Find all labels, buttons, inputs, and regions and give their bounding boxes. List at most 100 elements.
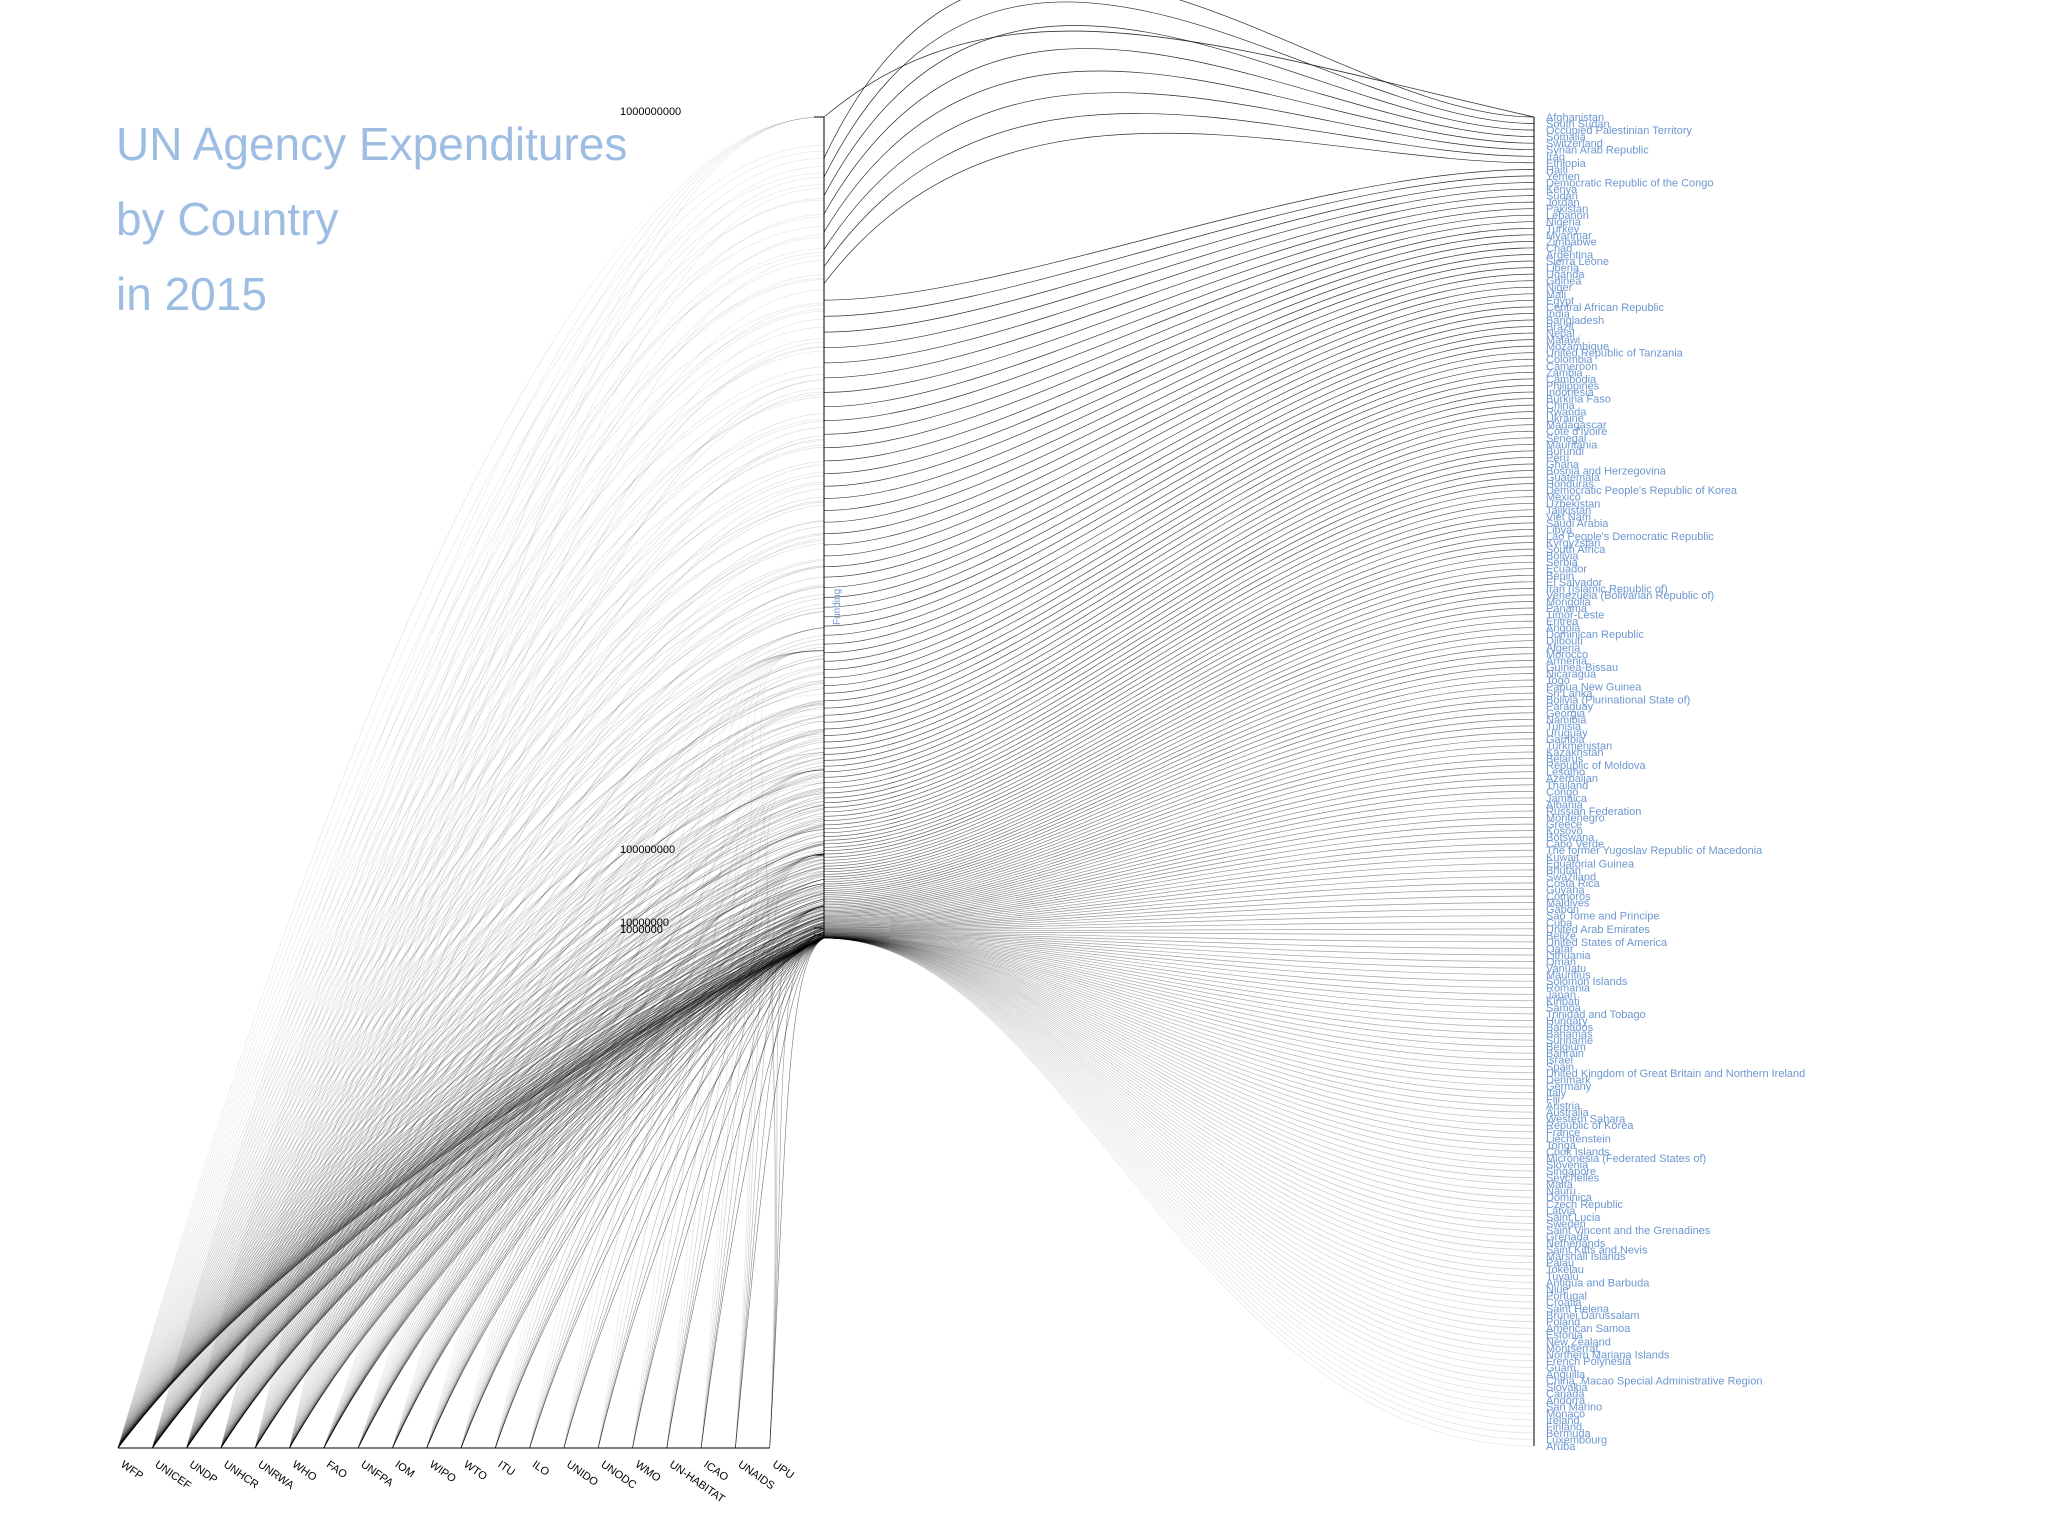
country-link (823, 371, 1535, 670)
country-label-mozambique: Mozambique (1546, 341, 1609, 353)
agency-label-unodc: UNODC (598, 1459, 638, 1492)
country-link (823, 548, 1535, 830)
country-link (823, 699, 1535, 895)
country-link (823, 705, 1535, 897)
country-link (823, 936, 1535, 1113)
country-label-slovenia: Slovenia (1546, 1160, 1589, 1172)
agency-link (152, 934, 825, 1449)
agency-link (426, 917, 825, 1449)
country-label-philippines: Philippines (1546, 380, 1600, 392)
agency-link (220, 791, 825, 1449)
agency-link (220, 534, 825, 1449)
agency-link (563, 937, 825, 1449)
country-label-croatia: Croatia (1546, 1297, 1582, 1309)
agency-link (632, 937, 825, 1449)
country-link (823, 836, 1535, 923)
country-link (823, 581, 1535, 848)
agency-link (186, 158, 825, 1449)
country-label-republic-of-moldova: Republic of Moldova (1546, 760, 1647, 772)
country-label-bosnia-and-herzegovina: Bosnia and Herzegovina (1546, 466, 1667, 478)
country-label-argentina: Argentina (1546, 250, 1594, 262)
agency-link (117, 658, 825, 1449)
country-link (823, 843, 1535, 924)
agency-link (426, 704, 825, 1449)
country-label-congo: Congo (1546, 786, 1578, 798)
agency-link (700, 769, 825, 1449)
agency-link (186, 900, 825, 1449)
agency-link (117, 787, 825, 1449)
country-link (823, 935, 1535, 1028)
agency-link (392, 694, 825, 1449)
country-label-bolivia-plurinational-state-of: Bolivia (Plurinational State of) (1546, 695, 1690, 707)
country-label-serbia: Serbia (1546, 557, 1579, 569)
country-label-mali: Mali (1546, 289, 1566, 301)
country-label-barbados: Barbados (1546, 1022, 1594, 1034)
country-link (823, 411, 1535, 716)
agency-link (769, 937, 825, 1449)
country-link (823, 937, 1535, 1349)
agency-link (117, 776, 825, 1449)
country-link (823, 113, 1535, 267)
agency-link (186, 884, 825, 1449)
agency-link (289, 915, 825, 1449)
country-link (823, 496, 1535, 794)
agency-link (186, 680, 825, 1449)
country-link (823, 936, 1535, 1074)
country-label-ukraine: Ukraine (1546, 413, 1584, 425)
agency-link (323, 883, 825, 1449)
country-label-ireland: Ireland (1546, 1415, 1580, 1427)
agency-link (392, 650, 825, 1449)
agency-label-wfp: WFP (118, 1459, 145, 1483)
agency-link (220, 928, 825, 1449)
country-label-democratic-republic-of-the-congo: Democratic Republic of the Congo (1546, 178, 1714, 190)
agency-link (700, 937, 825, 1449)
country-label-haiti: Haiti (1546, 164, 1568, 176)
agency-link (563, 769, 825, 1449)
agency-link (254, 887, 825, 1449)
country-label-equatorial-guinea: Equatorial Guinea (1546, 858, 1635, 870)
agency-link (186, 236, 825, 1449)
agency-link (220, 937, 825, 1449)
country-label-grenada: Grenada (1546, 1232, 1590, 1244)
country-label-guinea: Guinea (1546, 276, 1582, 288)
agency-link (460, 937, 825, 1449)
country-link (823, 666, 1535, 885)
country-label-thailand: Thailand (1546, 780, 1588, 792)
agency-label-unicef: UNICEF (153, 1459, 194, 1492)
country-label-dominica: Dominica (1546, 1192, 1593, 1204)
agency-link (117, 611, 825, 1449)
agency-link (152, 914, 825, 1449)
country-link (823, 937, 1535, 1270)
country-link (823, 1, 1535, 178)
agency-label-ilo: ILO (530, 1459, 552, 1479)
agency-link (117, 277, 825, 1449)
country-label-gabon: Gabon (1546, 904, 1579, 916)
country-label-estonia: Estonia (1546, 1330, 1584, 1342)
country-link (823, 561, 1535, 837)
agency-link (117, 858, 825, 1449)
agency-link (289, 937, 825, 1449)
country-label-nigeria: Nigeria (1546, 217, 1582, 229)
country-label-armenia: Armenia (1546, 655, 1588, 667)
country-label-monaco: Monaco (1546, 1408, 1585, 1420)
agency-link (426, 793, 825, 1449)
country-label-antigua-and-barbuda: Antigua and Barbuda (1546, 1277, 1650, 1289)
funding-tick-label: 1000000000 (620, 106, 681, 118)
agency-link (254, 843, 825, 1449)
country-label-lebanon: Lebanon (1546, 210, 1589, 222)
country-link (823, 937, 1535, 1244)
agency-link (597, 937, 825, 1449)
agency-link (220, 116, 825, 1449)
country-link (823, 555, 1535, 834)
agency-link (117, 817, 825, 1449)
country-label-palau: Palau (1546, 1258, 1574, 1270)
agency-link (117, 643, 825, 1449)
country-label-myanmar: Myanmar (1546, 230, 1592, 242)
agency-link (597, 769, 825, 1449)
agency-link (254, 922, 825, 1449)
agency-link (632, 905, 825, 1449)
agency-link (254, 702, 825, 1449)
agency-link (766, 769, 825, 1449)
country-link (823, 933, 1535, 975)
agency-link (152, 700, 825, 1449)
